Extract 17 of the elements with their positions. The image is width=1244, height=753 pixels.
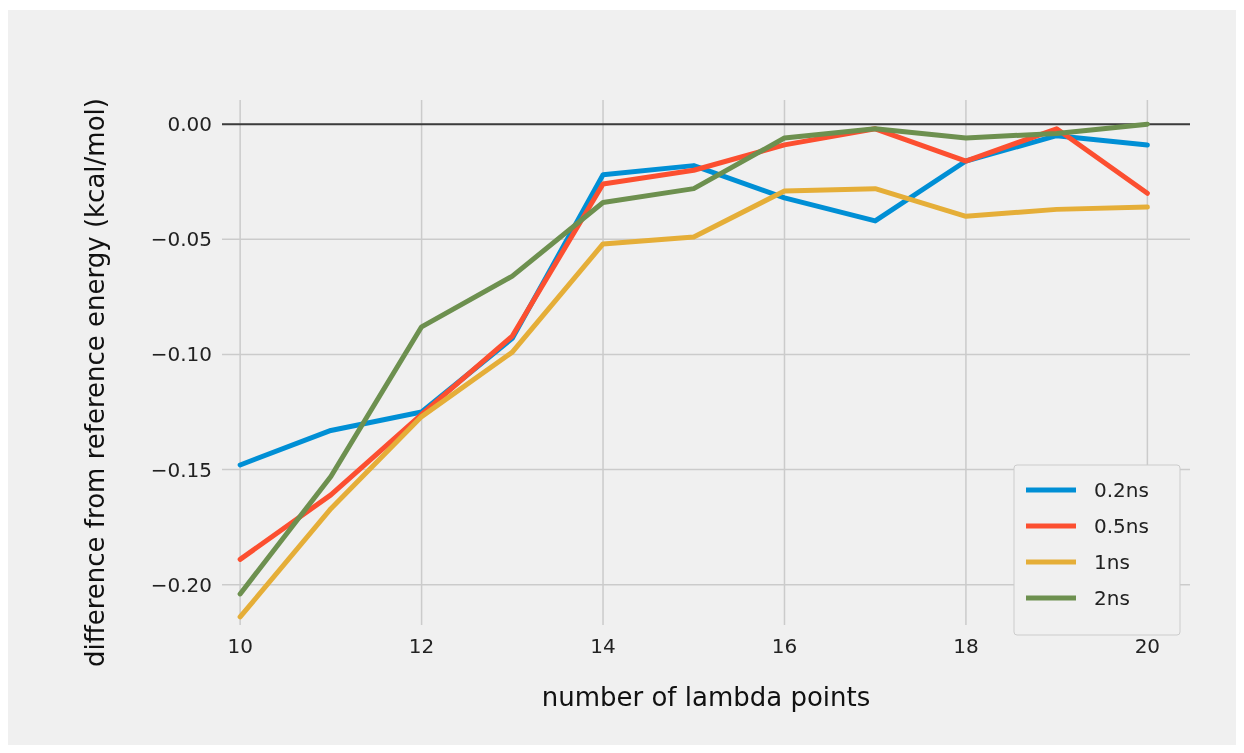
legend-label: 0.5ns — [1094, 514, 1149, 538]
y-tick-label: −0.20 — [150, 572, 212, 597]
legend-label: 1ns — [1094, 550, 1130, 574]
y-tick-label: −0.10 — [150, 342, 212, 367]
x-tick-label: 12 — [408, 634, 435, 658]
x-axis-title: number of lambda points — [541, 682, 871, 712]
x-tick-label: 14 — [590, 634, 616, 658]
x-tick-label: 20 — [1134, 634, 1161, 658]
x-tick-label: 16 — [771, 634, 798, 658]
y-axis-title: difference from reference energy (kcal/mol) — [80, 98, 110, 667]
y-tick-label: −0.05 — [150, 227, 212, 252]
x-tick-label: 10 — [227, 634, 253, 658]
y-tick-label: 0.00 — [167, 112, 212, 137]
legend-label: 2ns — [1094, 586, 1130, 610]
x-tick-label: 18 — [953, 634, 979, 658]
y-tick-label: −0.15 — [150, 457, 212, 482]
legend-label: 0.2ns — [1094, 478, 1149, 502]
